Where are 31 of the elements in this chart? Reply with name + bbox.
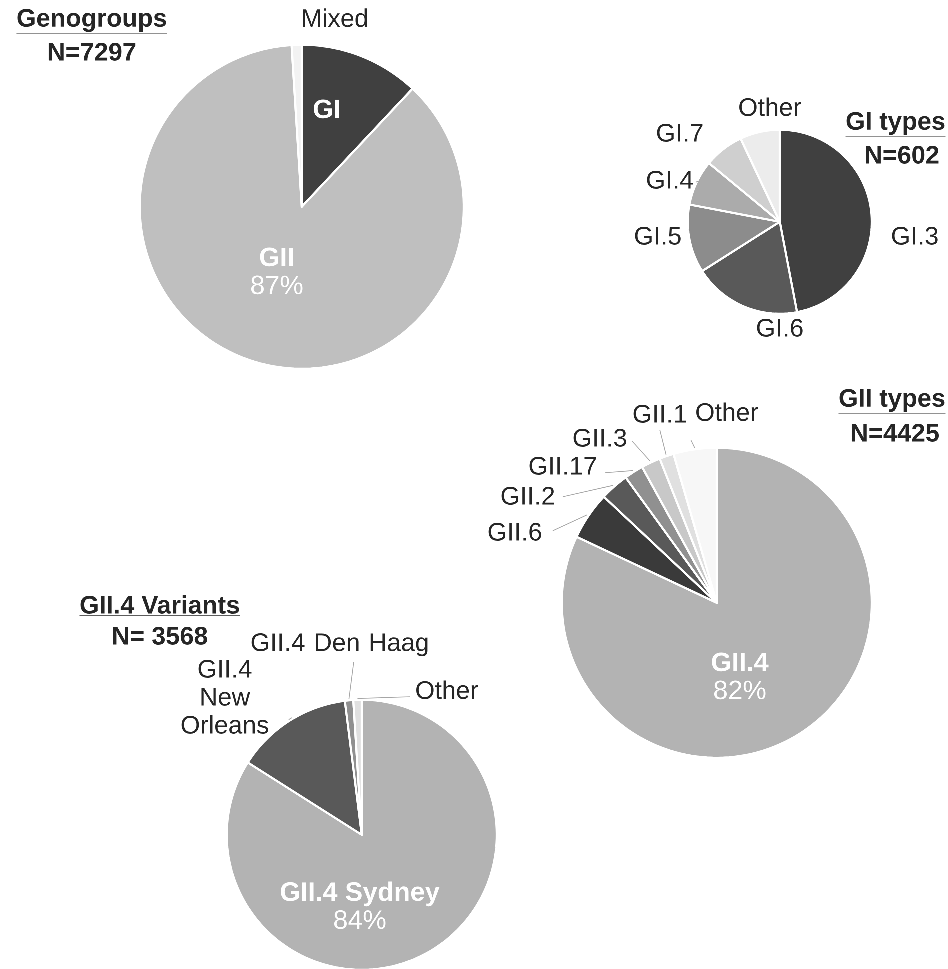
data-label: 84%	[334, 910, 386, 930]
slice-label: GII.4 New Orleans	[182, 660, 268, 734]
data-label: 87%	[251, 276, 303, 295]
chart-title: GII types	[840, 389, 945, 412]
slice-label: GII.6	[488, 523, 542, 541]
text: N=4425	[852, 424, 940, 442]
chart-subtitle: N= 3568	[113, 627, 208, 645]
slice-label: GI	[314, 100, 340, 119]
text: N=602	[866, 146, 939, 164]
slice-label: GI.5	[635, 227, 681, 245]
slice-label: GI.7	[657, 124, 703, 142]
slice-label: Mixed	[303, 8, 368, 28]
slice-label: GII.4 Den Haag	[252, 634, 428, 656]
slice-label: GII.4 Sydney	[281, 882, 440, 907]
chart-title: Genogroups	[18, 9, 166, 32]
slice-label: GII.17	[530, 457, 596, 475]
slice-label: GII.1	[634, 405, 686, 423]
slice-label: GI.3	[892, 227, 938, 245]
slice-label: GI.4	[647, 171, 694, 189]
slice-label: GII.2	[502, 487, 554, 505]
slice-label: Other	[416, 680, 478, 700]
slice-label: GII.3	[574, 429, 626, 447]
data-label: 82%	[714, 680, 766, 700]
slice-label: GII	[260, 248, 294, 267]
slice-label: GII.4	[712, 652, 769, 672]
text: GI types	[846, 112, 945, 136]
slice-label: GI.6	[757, 319, 803, 337]
slice-label: Other	[696, 402, 758, 422]
chart-title: GII.4 Variants	[80, 595, 240, 614]
text: N=7297	[48, 43, 136, 61]
slice-label: Other	[740, 98, 802, 116]
